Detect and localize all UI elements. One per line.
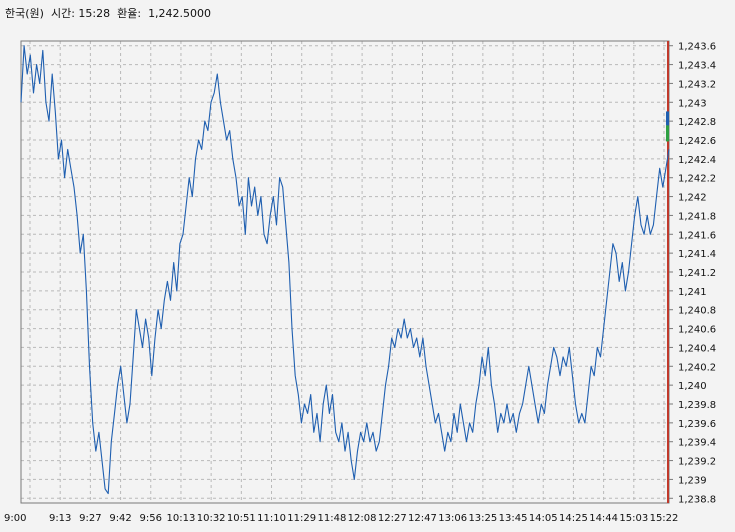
y-tick-label: 1,240.8 [678, 306, 716, 317]
time-value: 15:28 [78, 7, 111, 20]
y-tick-label: 1,242 [678, 193, 707, 204]
x-tick-label: 12:08 [348, 513, 377, 524]
y-tick-label: 1,240 [678, 381, 707, 392]
y-tick-label: 1,241.4 [678, 249, 716, 260]
y-tick-label: 1,243 [678, 98, 707, 109]
x-tick-label: 11:10 [257, 513, 286, 524]
x-tick-label: 12:27 [378, 513, 407, 524]
x-tick-label: 12:47 [408, 513, 437, 524]
y-tick-label: 1,242.6 [678, 136, 716, 147]
x-tick-label: 9:13 [49, 513, 71, 524]
y-tick-label: 1,240.6 [678, 325, 716, 336]
x-tick-label: 10:13 [167, 513, 196, 524]
y-tick-label: 1,239 [678, 475, 707, 486]
y-tick-label: 1,243.2 [678, 79, 716, 90]
x-tick-label: 14:44 [589, 513, 618, 524]
time-label: 시간: [50, 7, 75, 20]
y-tick-label: 1,239.4 [678, 438, 716, 449]
rate-marker-green [666, 125, 669, 142]
y-tick-label: 1,241.6 [678, 230, 716, 241]
rate-label: 환율: [117, 7, 142, 20]
y-tick-label: 1,239.6 [678, 419, 716, 430]
y-tick-label: 1,241.2 [678, 268, 716, 279]
x-tick-label: 9:42 [109, 513, 131, 524]
y-tick-label: 1,243.4 [678, 61, 716, 72]
y-tick-label: 1,242.2 [678, 174, 716, 185]
y-tick-label: 1,242.8 [678, 117, 716, 128]
y-tick-label: 1,243.6 [678, 42, 716, 53]
y-tick-label: 1,240.4 [678, 343, 716, 354]
y-tick-label: 1,241.8 [678, 211, 716, 222]
y-tick-label: 1,240.2 [678, 362, 716, 373]
x-tick-label: 13:06 [438, 513, 467, 524]
x-tick-label: 9:27 [79, 513, 101, 524]
x-tick-label: 15:03 [619, 513, 648, 524]
x-tick-label: 10:51 [227, 513, 256, 524]
x-tick-label: 11:29 [287, 513, 316, 524]
y-tick-label: 1,239.8 [678, 400, 716, 411]
x-tick-label: 10:32 [197, 513, 226, 524]
x-tick-label: 11:48 [317, 513, 346, 524]
x-tick-label: 9:00 [4, 513, 26, 524]
chart-header: 한국(원) 시간: 15:28 환율: 1,242.5000 [5, 5, 211, 21]
y-tick-label: 1,238.8 [678, 494, 716, 505]
x-tick-label: 13:25 [468, 513, 497, 524]
rate-value: 1,242.5000 [148, 7, 212, 20]
x-tick-label: 9:56 [140, 513, 162, 524]
y-tick-label: 1,242.4 [678, 155, 716, 166]
rate-marker-blue [666, 111, 669, 126]
x-tick-label: 14:05 [529, 513, 558, 524]
x-tick-label: 15:22 [650, 513, 679, 524]
currency-label: 한국(원) [5, 7, 44, 20]
x-tick-label: 13:45 [499, 513, 528, 524]
x-tick-label: 14:25 [559, 513, 588, 524]
y-tick-label: 1,241 [678, 287, 707, 298]
series-line [20, 45, 670, 495]
y-tick-label: 1,239.2 [678, 457, 716, 468]
